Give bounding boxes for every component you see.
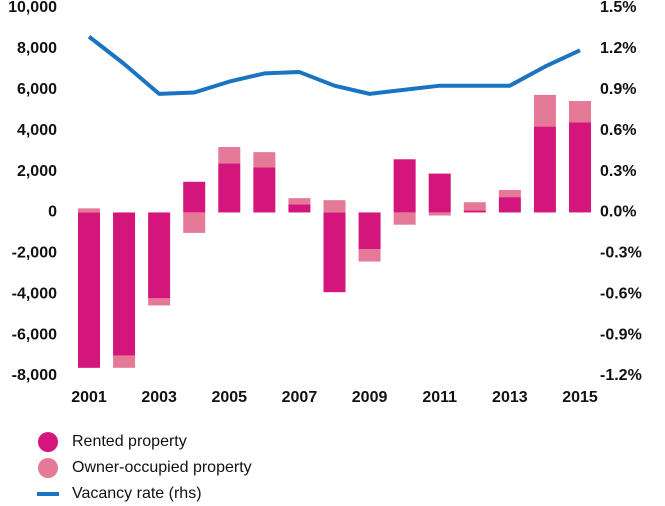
bar xyxy=(358,212,381,250)
y2-tick-label: 0.6% xyxy=(600,122,636,139)
bar xyxy=(358,249,381,262)
bar xyxy=(393,212,416,225)
y-tick-label: 10,000 xyxy=(8,0,57,16)
bar xyxy=(288,204,311,213)
bar xyxy=(569,122,591,213)
bar xyxy=(218,163,241,213)
bar xyxy=(78,212,100,368)
bar xyxy=(498,197,521,213)
y-tick-label: 0 xyxy=(48,204,57,221)
y2-tick-label: -0.3% xyxy=(600,245,642,262)
bar xyxy=(113,212,136,356)
bar xyxy=(183,181,206,213)
bar xyxy=(428,212,451,216)
y-tick-label: -2,000 xyxy=(12,245,57,262)
x-tick-label: 2009 xyxy=(352,389,388,406)
x-tick-label: 2013 xyxy=(492,389,528,406)
legend-label: Rented property xyxy=(72,433,187,450)
x-tick-label: 2003 xyxy=(141,389,177,406)
bar xyxy=(323,212,346,293)
bar xyxy=(218,147,241,164)
bar xyxy=(113,355,136,368)
y2-tick-label: -1.2% xyxy=(600,367,642,384)
bar xyxy=(498,189,521,198)
y2-tick-label: 0.9% xyxy=(600,81,636,98)
bar xyxy=(253,167,276,213)
y2-tick-label: 1.2% xyxy=(600,40,636,57)
x-tick-label: 2001 xyxy=(71,389,107,406)
x-tick-label: 2011 xyxy=(422,389,457,406)
bar xyxy=(183,212,206,233)
bar xyxy=(533,126,556,213)
legend-label: Owner-occupied property xyxy=(72,459,252,476)
bar xyxy=(148,212,171,299)
y-tick-label: -6,000 xyxy=(12,326,57,343)
y2-tick-label: 1.5% xyxy=(600,0,636,16)
y2-tick-label: -0.9% xyxy=(600,326,642,343)
bar xyxy=(533,94,556,127)
bar xyxy=(253,152,276,168)
x-tick-label: 2015 xyxy=(562,389,598,406)
legend-label: Vacancy rate (rhs) xyxy=(72,485,202,502)
x-tick-label: 2005 xyxy=(211,389,247,406)
y-tick-label: 6,000 xyxy=(17,81,57,98)
bar xyxy=(288,198,311,205)
y2-tick-label: 0.0% xyxy=(600,204,636,221)
y-tick-label: -4,000 xyxy=(12,285,57,302)
bar xyxy=(393,159,416,213)
bar xyxy=(323,200,346,213)
y-tick-label: 8,000 xyxy=(17,40,57,57)
y-tick-label: 4,000 xyxy=(17,122,57,139)
x-tick-label: 2007 xyxy=(282,389,318,406)
bar xyxy=(148,298,171,306)
line xyxy=(87,35,581,96)
bar xyxy=(569,101,591,123)
y2-tick-label: -0.6% xyxy=(600,285,642,302)
bar xyxy=(463,202,486,211)
y2-tick-label: 0.3% xyxy=(600,163,636,180)
y-tick-label: 2,000 xyxy=(17,163,57,180)
legend-swatch xyxy=(38,458,58,478)
legend-swatch xyxy=(38,432,58,452)
bar xyxy=(78,208,100,213)
bar xyxy=(428,173,451,213)
bar xyxy=(463,210,486,213)
y-tick-label: -8,000 xyxy=(12,367,57,384)
